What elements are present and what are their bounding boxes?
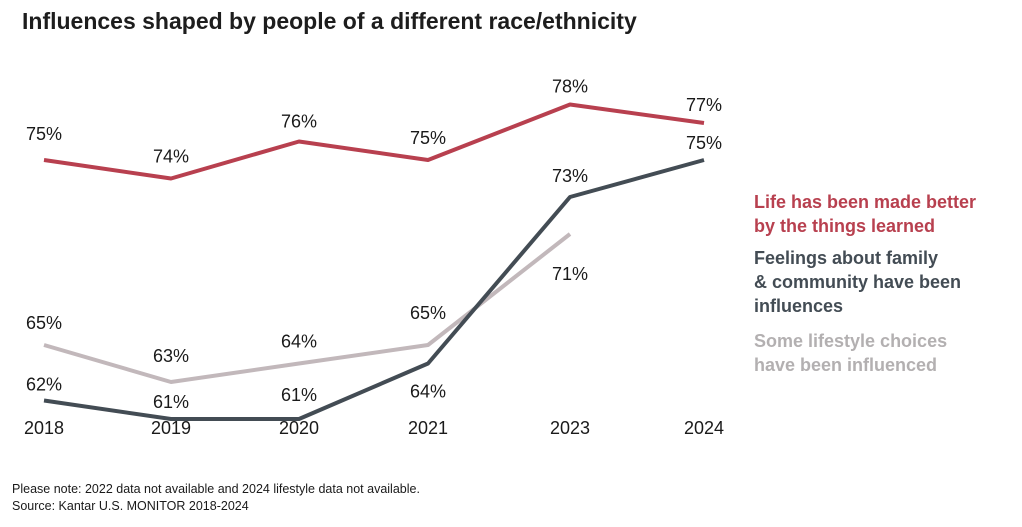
data-label-life-better: 76% [281, 112, 317, 132]
data-label-life-better: 78% [552, 77, 588, 97]
data-label-family-community: 75% [686, 133, 722, 153]
legend-line: Feelings about family [754, 248, 939, 268]
legend-entry-life-better: Life has been made better by the things … [754, 190, 976, 238]
legend-line: influences [754, 296, 844, 316]
legend-line: & community have been [754, 272, 962, 292]
x-tick-label: 2024 [684, 418, 724, 438]
legend-line: by the things learned [754, 216, 936, 236]
series-line-family-community [43, 158, 705, 421]
chart-title: Influences shaped by people of a differe… [22, 8, 637, 34]
data-label-lifestyle: 71% [552, 264, 588, 284]
legend-line: Life has been made better [754, 192, 977, 212]
legend-entry-family-community: Feelings about family & community have b… [754, 246, 961, 318]
legend-entry-lifestyle: Some lifestyle choices have been influen… [754, 329, 947, 377]
data-label-family-community: 62% [26, 375, 62, 395]
data-label-family-community: 64% [410, 382, 446, 402]
data-label-lifestyle: 65% [26, 313, 62, 333]
footnote: Please note: 2022 data not available and… [12, 482, 420, 496]
data-label-life-better: 75% [26, 124, 62, 144]
x-tick-label: 2019 [151, 418, 191, 438]
data-label-lifestyle: 64% [281, 332, 317, 352]
x-tick-label: 2018 [24, 418, 64, 438]
series-line-life-better [43, 102, 705, 181]
data-label-family-community: 61% [153, 392, 189, 412]
x-tick-label: 2021 [408, 418, 448, 438]
data-label-lifestyle: 65% [410, 303, 446, 323]
data-label-family-community: 61% [281, 385, 317, 405]
x-tick-label: 2020 [279, 418, 319, 438]
series-line-lifestyle [43, 232, 572, 384]
data-label-lifestyle: 63% [153, 346, 189, 366]
data-label-life-better: 74% [153, 147, 189, 167]
source-note: Source: Kantar U.S. MONITOR 2018-2024 [12, 499, 249, 513]
data-label-life-better: 77% [686, 95, 722, 115]
data-label-life-better: 75% [410, 128, 446, 148]
data-label-family-community: 73% [552, 166, 588, 186]
legend-line: have been influenced [754, 355, 938, 375]
legend-line: Some lifestyle choices [754, 331, 948, 351]
x-tick-label: 2023 [550, 418, 590, 438]
